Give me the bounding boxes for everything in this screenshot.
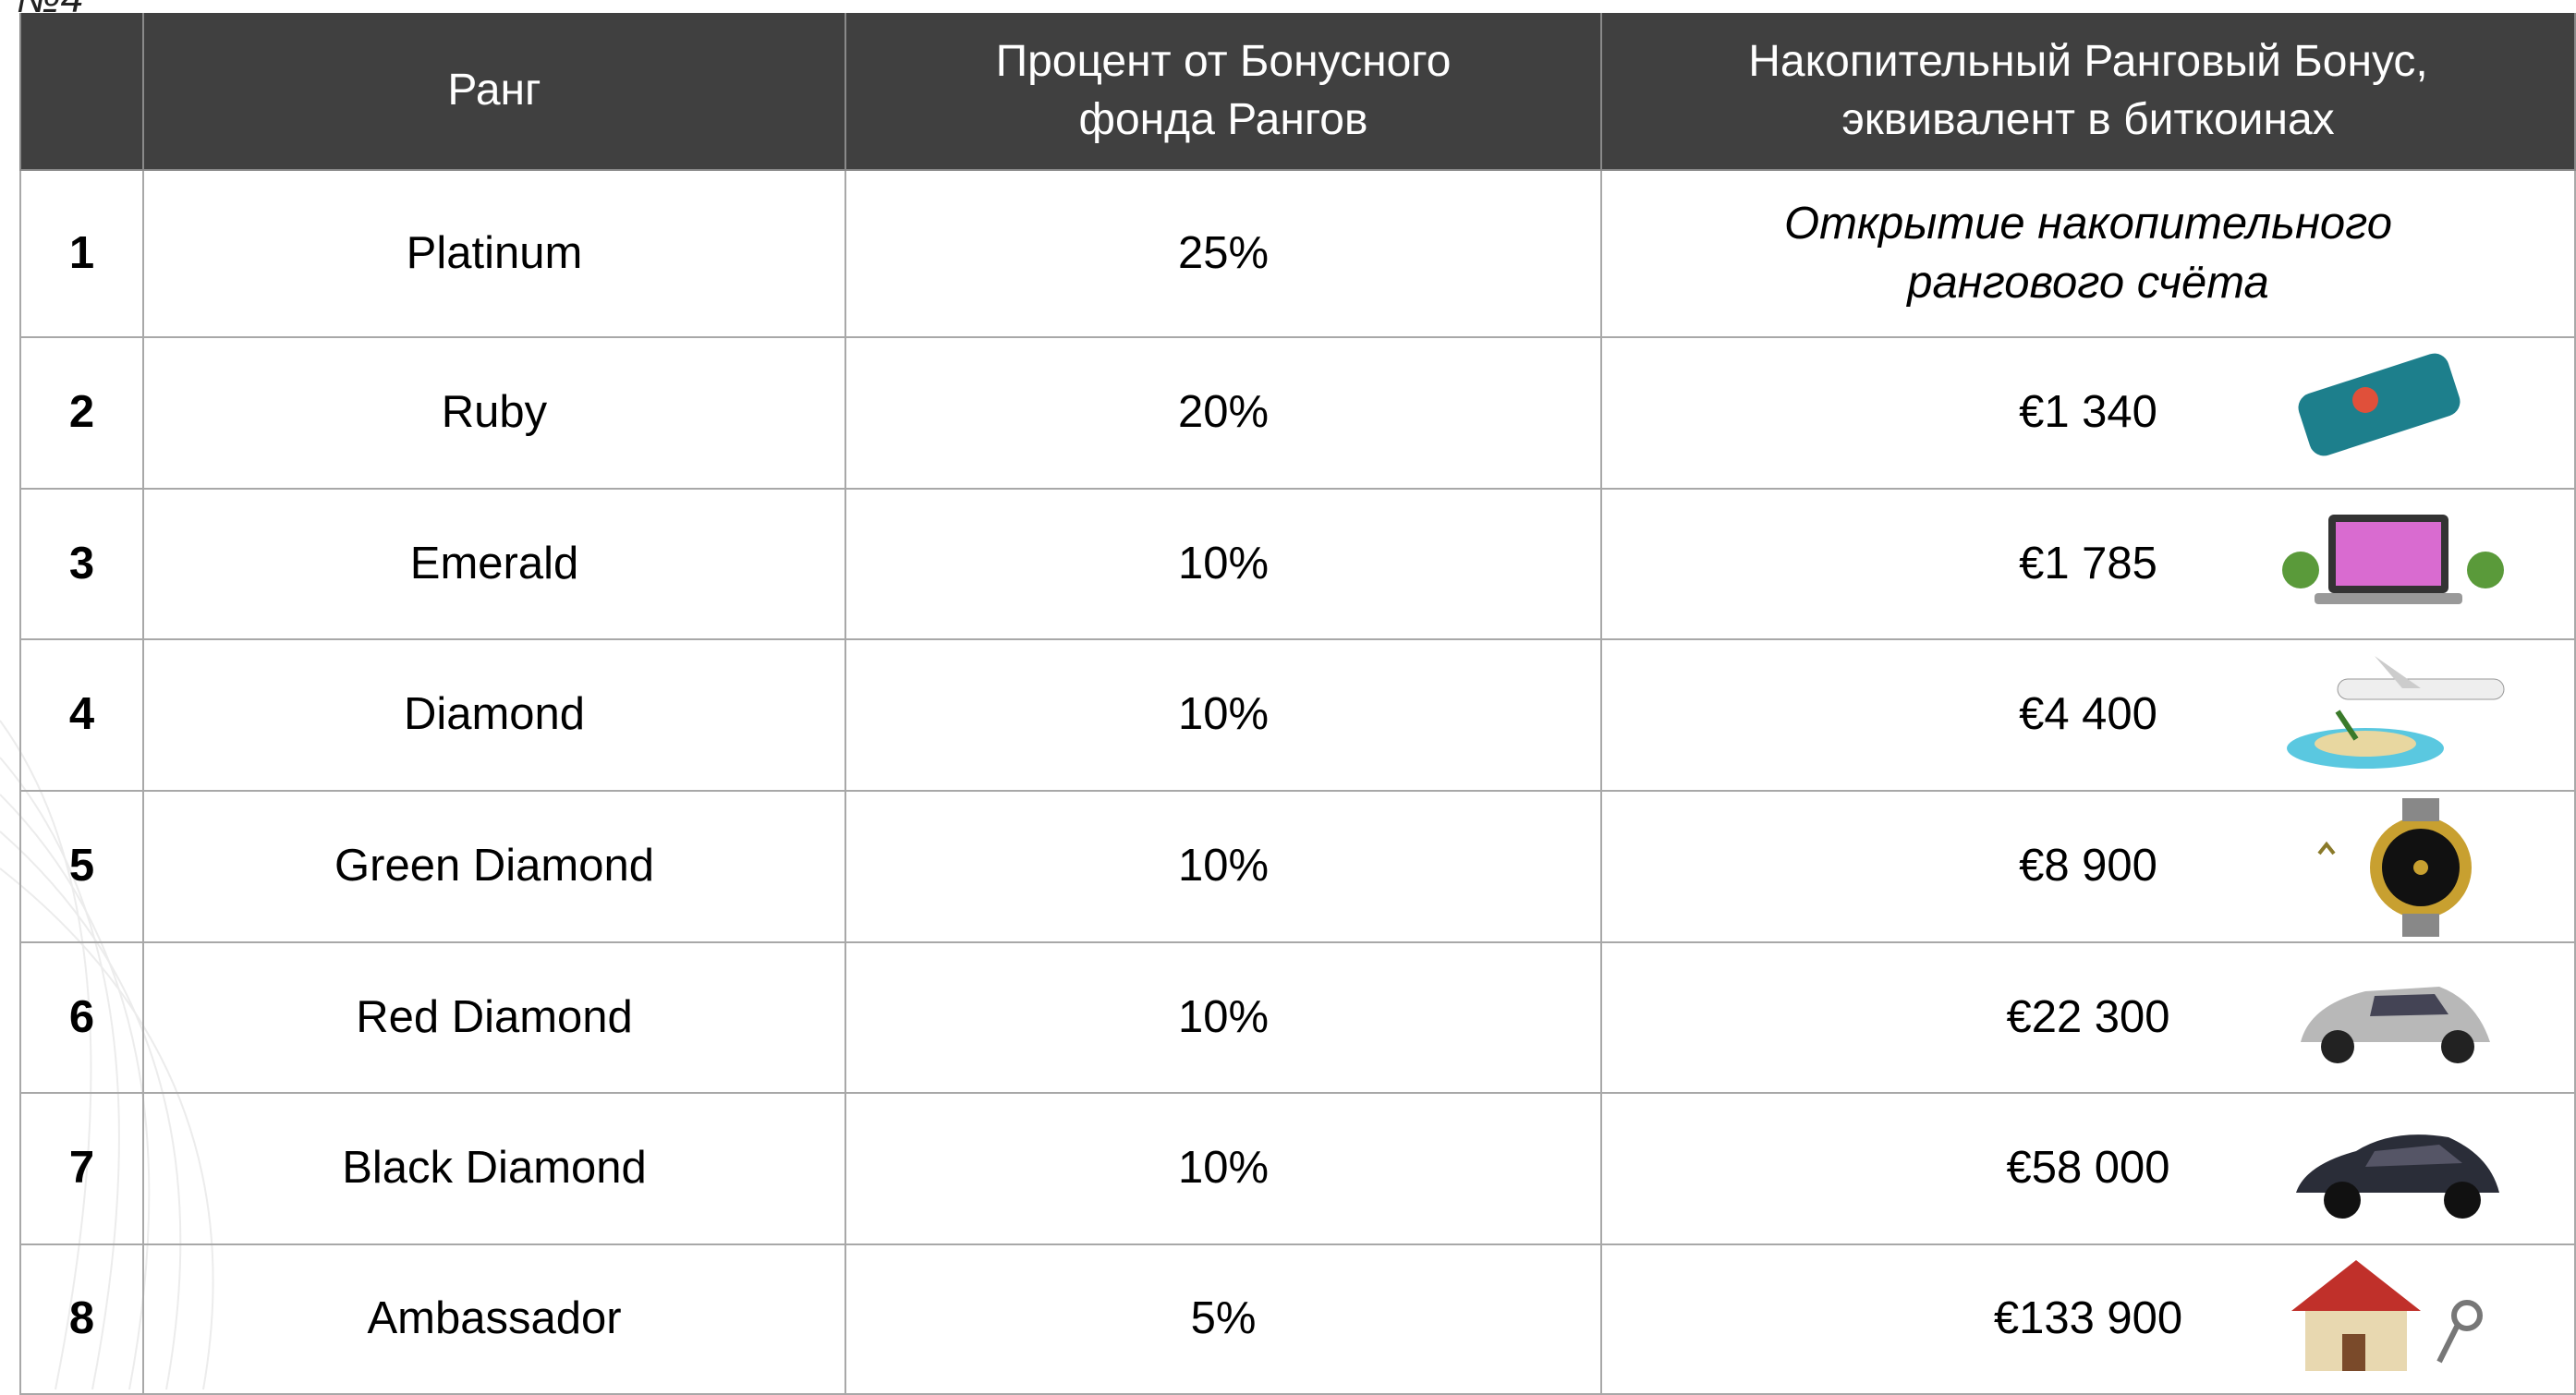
rank-name: Platinum [144, 171, 846, 338]
header-cell-text: Процент от Бонусного фонда Рангов [965, 33, 1482, 149]
prize-image [2282, 1100, 2513, 1239]
rank-name: Ambassador [144, 1245, 846, 1395]
rank-name-text: Ambassador [367, 1290, 621, 1349]
rank-name-text: Green Diamond [334, 837, 654, 896]
rank-number-text: 3 [69, 535, 94, 594]
rank-name-text: Diamond [404, 685, 585, 745]
header-cell: Процент от Бонусного фонда Рангов [846, 13, 1602, 171]
percent-text: 5% [1191, 1290, 1257, 1349]
rank-name: Red Diamond [144, 943, 846, 1094]
rank-name: Green Diamond [144, 792, 846, 943]
percent: 20% [846, 338, 1602, 490]
rank-number: 4 [19, 640, 144, 792]
prize-image [2282, 1251, 2513, 1389]
header-cell: Накопительный Ранговый Бонус, эквивалент… [1602, 13, 2576, 171]
rank-name-text: Red Diamond [356, 989, 633, 1048]
rank-name-text: Emerald [410, 535, 578, 594]
rank-name-text: Ruby [442, 383, 547, 443]
rank-number: 3 [19, 490, 144, 640]
rank-name-text: Black Diamond [342, 1139, 647, 1198]
bonus-text: Открытие накопительного рангового счёта [1737, 195, 2439, 312]
percent-text: 10% [1178, 837, 1269, 896]
header-cell [19, 13, 144, 171]
rank-name: Emerald [144, 490, 846, 640]
percent-text: 10% [1178, 535, 1269, 594]
percent: 10% [846, 640, 1602, 792]
rank-number: 1 [19, 171, 144, 338]
rank-number-text: 6 [69, 989, 94, 1048]
prize-image [2282, 496, 2513, 635]
prize-image [2282, 950, 2513, 1088]
percent-text: 20% [1178, 383, 1269, 443]
bonus: Открытие накопительного рангового счёта [1602, 171, 2576, 338]
percent-text: 25% [1178, 224, 1269, 284]
rank-number-text: 4 [69, 685, 94, 745]
percent: 5% [846, 1245, 1602, 1395]
percent: 10% [846, 1094, 1602, 1245]
percent: 10% [846, 490, 1602, 640]
percent-text: 10% [1178, 685, 1269, 745]
percent: 10% [846, 792, 1602, 943]
rank-number-text: 2 [69, 383, 94, 443]
percent: 25% [846, 171, 1602, 338]
rank-number: 5 [19, 792, 144, 943]
prize-image [2282, 345, 2513, 483]
rank-number: 8 [19, 1245, 144, 1395]
page: {"page_label":"№4", "table":{"header":["… [0, 0, 2576, 1389]
percent-text: 10% [1178, 989, 1269, 1048]
percent: 10% [846, 943, 1602, 1094]
rank-number-text: 8 [69, 1290, 94, 1349]
rank-number-text: 5 [69, 837, 94, 896]
percent-text: 10% [1178, 1139, 1269, 1198]
rank-name-text: Platinum [407, 224, 583, 284]
rank-number: 7 [19, 1094, 144, 1245]
rank-number-text: 7 [69, 1139, 94, 1198]
header-cell-text: Ранг [447, 62, 541, 119]
prize-image [2282, 798, 2513, 937]
header-cell: Ранг [144, 13, 846, 171]
rank-number-text: 1 [69, 224, 94, 284]
header-cell-text: Накопительный Ранговый Бонус, эквивалент… [1691, 33, 2485, 149]
rank-name: Diamond [144, 640, 846, 792]
rank-number: 2 [19, 338, 144, 490]
rank-name: Ruby [144, 338, 846, 490]
rank-number: 6 [19, 943, 144, 1094]
prize-image [2282, 647, 2513, 785]
rank-name: Black Diamond [144, 1094, 846, 1245]
